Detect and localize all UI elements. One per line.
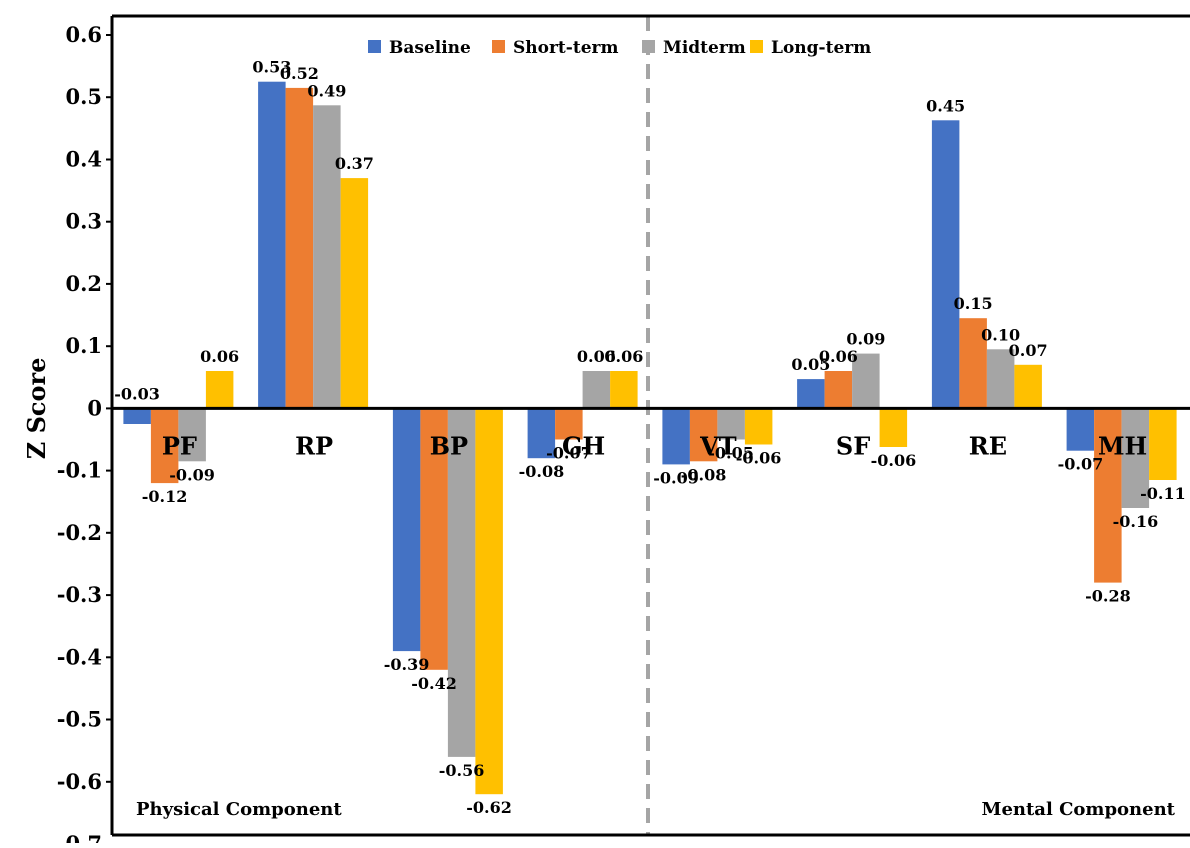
y-tick-label: -0.6 [57,769,102,794]
value-label: -0.12 [142,487,188,506]
bar-rp-midterm [313,105,341,409]
legend-label: Midterm [663,38,746,58]
value-label: -0.08 [681,465,727,484]
value-label: 0.10 [981,325,1020,344]
physical-component-label: Physical Component [136,799,342,820]
value-label: -0.16 [1113,512,1159,531]
bar-re-midterm [986,349,1015,409]
y-tick-label: -0.1 [57,458,102,483]
value-label: 0.49 [307,81,346,100]
bar-bp-short-term [420,408,448,670]
value-label: -0.28 [1085,587,1131,606]
bar-rp-short-term [285,87,314,409]
category-label-vt: VT [699,431,737,460]
bar-sf-short-term [824,371,853,409]
y-tick-label: 0.2 [65,271,102,296]
bar-re-long-term [1014,364,1042,409]
bar-vt-short-term [689,408,718,462]
category-label-rp: RP [295,431,333,460]
category-label-sf: SF [836,431,870,460]
bar-mh-long-term [1149,408,1177,480]
value-label: -0.06 [871,451,917,470]
value-label: 0.37 [335,154,374,173]
value-label: 0.06 [819,347,858,366]
value-label: -0.08 [519,462,565,481]
y-tick-label: 0.1 [65,333,102,358]
value-label: -0.11 [1140,484,1186,503]
legend-label: Baseline [389,38,471,58]
legend-label: Long-term [771,38,871,58]
category-label-bp: BP [430,431,468,460]
bar-bp-midterm [447,408,476,757]
value-label: -0.42 [411,674,457,693]
bar-vt-midterm [717,408,745,440]
value-label: -0.56 [439,761,485,780]
legend-swatch-short-term [492,40,505,53]
value-label: -0.06 [736,449,782,468]
y-tick-label: -0.5 [57,707,102,732]
bar-sf-baseline [797,379,825,409]
y-tick-label: -0.4 [57,644,102,669]
value-label: 0.52 [280,64,319,83]
value-label: -0.03 [114,384,160,403]
value-label: -0.07 [1058,455,1104,474]
bar-pf-short-term [150,408,179,484]
legend-swatch-long-term [750,40,763,53]
value-label: 0.53 [252,58,291,77]
y-tick-label: 0.5 [65,84,102,109]
bar-gh-baseline [527,408,556,459]
value-label: -0.62 [466,798,512,817]
value-label: 0.06 [604,347,643,366]
category-label-pf: PF [162,431,197,460]
bar-bp-baseline [392,408,421,652]
bar-bp-long-term [475,408,503,795]
bar-pf-midterm [178,408,206,462]
value-label: -0.39 [384,655,430,674]
bar-pf-long-term [205,371,234,409]
bar-mh-midterm [1121,408,1150,508]
y-tick-label: -0.3 [57,582,102,607]
value-label: -0.07 [546,444,592,463]
y-tick-label: -0.7 [57,831,102,843]
value-label: 0.15 [954,294,993,313]
y-tick-label: 0.3 [65,209,102,234]
bar-rp-baseline [258,81,286,409]
y-tick-label: 0.4 [65,147,102,172]
value-label: 0.09 [846,330,885,349]
bar-vt-long-term [744,408,773,445]
bar-sf-midterm [852,353,880,409]
bar-gh-long-term [610,371,638,409]
legend-swatch-midterm [642,40,655,53]
bar-sf-long-term [879,408,908,447]
category-label-gh: GH [562,431,605,460]
y-axis-title: Z Score [22,358,51,460]
y-tick-label: -0.2 [57,520,102,545]
bar-pf-baseline [123,408,151,424]
value-label: -0.05 [708,444,754,463]
y-tick-label: 0.6 [65,22,102,47]
y-tick-label: 0 [87,395,102,420]
bar-rp-long-term [340,178,369,409]
value-label: 0.45 [926,96,965,115]
value-label: 0.06 [577,347,616,366]
category-label-re: RE [969,431,1007,460]
bar-mh-short-term [1094,408,1122,583]
bar-re-baseline [931,120,960,409]
value-label: -0.09 [653,468,699,487]
legend-label: Short-term [513,38,618,58]
value-label: 0.07 [1009,341,1048,360]
mental-component-label: Mental Component [982,799,1176,820]
bar-mh-baseline [1066,408,1095,451]
bar-gh-midterm [582,371,611,409]
value-label: 0.05 [791,355,830,374]
bar-gh-short-term [555,408,583,440]
legend-swatch-baseline [368,40,381,53]
value-label: 0.06 [200,347,239,366]
category-label-mh: MH [1098,431,1147,460]
bar-vt-baseline [662,408,690,465]
value-label: -0.09 [169,465,215,484]
bar-re-short-term [959,318,987,409]
